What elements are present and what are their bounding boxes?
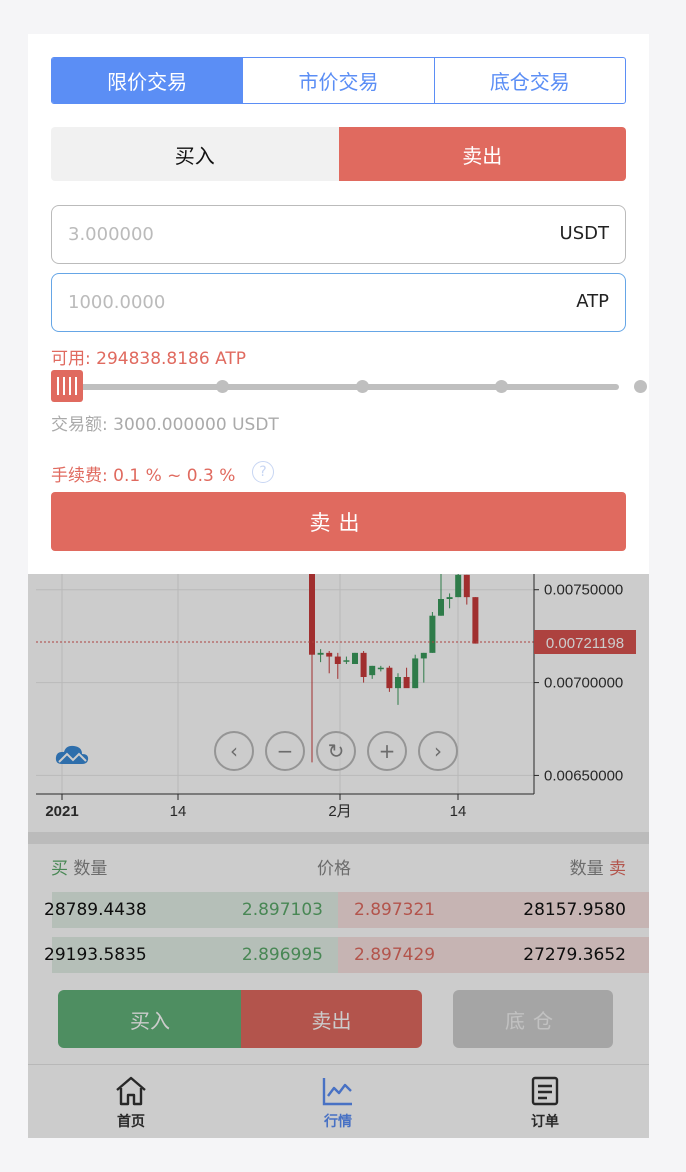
slider-handle[interactable] — [51, 370, 83, 402]
tab-bar: 首页 行情 订单 — [28, 1064, 649, 1138]
bid-price: 2.896995 — [241, 945, 323, 965]
candle-body — [429, 615, 436, 653]
candle-body — [446, 597, 453, 599]
bottom-position-button[interactable]: 底仓 — [453, 990, 613, 1048]
candle-body — [317, 652, 324, 655]
chart-prev-button[interactable]: ‹ — [214, 731, 254, 771]
qty-field: ATP — [51, 273, 626, 332]
candle-body — [377, 667, 384, 670]
side-sell-button[interactable]: 卖出 — [338, 127, 626, 181]
order-type-segment: 限价交易 市价交易 底仓交易 — [51, 57, 626, 104]
qty-input[interactable] — [68, 274, 508, 330]
price-input[interactable] — [68, 206, 508, 262]
slider-stop-100[interactable] — [634, 380, 647, 393]
chart-reset-button[interactable]: ↻ — [316, 731, 356, 771]
kline-svg: 0.00750000 0.00700000 0.00650000 0.0072119… — [36, 534, 636, 820]
candle-body — [455, 574, 462, 598]
bottom-buy-button[interactable]: 买入 — [58, 990, 242, 1048]
chart-zoom-out-button[interactable]: − — [265, 731, 305, 771]
slider-stop-75[interactable] — [495, 380, 508, 393]
bottom-actions: 买入 卖出 底仓 — [28, 974, 649, 1064]
tab-home-label: 首页 — [117, 1114, 145, 1130]
order-icon — [531, 1076, 559, 1106]
current-price-label: 0.00721198 — [546, 635, 624, 652]
tab-orders-label: 订单 — [531, 1114, 559, 1130]
x-tick-label: 14 — [450, 803, 467, 820]
qty-head-right: 数量 — [569, 859, 604, 879]
phone-screen: 0.00750000 0.00700000 0.00650000 0.0072119… — [28, 34, 649, 1138]
y-tick-label: 0.00700000 — [544, 675, 623, 692]
candle-body — [420, 652, 427, 659]
candle-body — [472, 597, 479, 644]
candle-body — [403, 677, 410, 689]
candle-body — [412, 658, 419, 689]
x-tick-label: 2021 — [45, 803, 78, 820]
order-book-header: 买 数量 价格 数量 卖 — [28, 854, 649, 884]
ask-depth-bar — [338, 892, 649, 928]
bid-depth-bar — [52, 892, 338, 928]
tab-position-order[interactable]: 底仓交易 — [433, 58, 625, 103]
sell-head-label: 卖 — [609, 859, 626, 879]
home-icon — [116, 1076, 146, 1106]
trade-panel: 限价交易 市价交易 底仓交易 买入 卖出 USDT ATP 可用: 294838… — [28, 34, 649, 574]
candle-body — [395, 677, 401, 689]
help-icon[interactable]: ? — [252, 461, 274, 483]
price-tag-bg — [534, 630, 636, 654]
slider-stop-50[interactable] — [356, 380, 369, 393]
chart-next-button[interactable]: › — [418, 731, 458, 771]
fee-text: 手续费: 0.1 % ~ 0.3 % — [51, 466, 236, 486]
tab-market[interactable]: 行情 — [288, 1075, 388, 1131]
candle-body — [463, 574, 470, 598]
price-head: 价格 — [317, 859, 351, 879]
x-tick-label: 2月 — [328, 803, 351, 820]
buy-head-label: 买 — [51, 859, 68, 879]
tab-home[interactable]: 首页 — [81, 1075, 181, 1131]
ask-qty: 28157.9580 — [523, 900, 626, 920]
bid-price: 2.897103 — [241, 900, 323, 920]
x-tick-label: 14 — [170, 803, 187, 820]
bid-qty: 29193.5835 — [44, 945, 147, 965]
ask-price: 2.897321 — [354, 900, 436, 920]
bid-qty: 28789.4438 — [44, 900, 147, 920]
trade-amount: 交易额: 3000.000000 USDT — [51, 415, 279, 435]
y-tick-label: 0.00750000 — [544, 582, 623, 599]
side-buy-button[interactable]: 买入 — [51, 127, 339, 181]
candle-body — [343, 660, 350, 662]
order-book-row[interactable]: 29193.5835 2.896995 2.897429 27279.3652 — [28, 937, 649, 973]
slider-stop-25[interactable] — [216, 380, 229, 393]
chart-zoom-in-button[interactable]: + — [367, 731, 407, 771]
tab-market-order[interactable]: 市价交易 — [242, 58, 433, 103]
price-field: USDT — [51, 205, 626, 264]
candle-body — [352, 652, 358, 664]
price-unit: USDT — [559, 223, 609, 244]
bottom-sell-button[interactable]: 卖出 — [241, 990, 422, 1048]
candle-body — [360, 652, 367, 677]
available-balance: 可用: 294838.8186 ATP — [51, 349, 247, 369]
amount-slider[interactable] — [51, 370, 647, 404]
qty-head-left: 数量 — [73, 859, 108, 879]
candle-body — [334, 656, 341, 664]
tab-limit-order[interactable]: 限价交易 — [52, 58, 243, 103]
section-divider — [28, 832, 649, 844]
tab-market-label: 行情 — [324, 1114, 352, 1130]
slider-track[interactable] — [71, 384, 619, 390]
bid-depth-bar — [52, 937, 338, 973]
candle-body — [438, 599, 444, 616]
tab-orders[interactable]: 订单 — [495, 1075, 595, 1131]
kline-chart[interactable]: 0.00750000 0.00700000 0.00650000 0.0072119… — [28, 534, 649, 834]
y-tick-label: 0.00650000 — [544, 767, 623, 784]
side-toggle: 买入 卖出 — [51, 127, 626, 181]
candle-body — [369, 665, 376, 676]
candle-body — [386, 667, 393, 689]
candle-body — [309, 561, 315, 655]
ask-depth-bar — [338, 937, 649, 973]
ask-qty: 27279.3652 — [523, 945, 626, 965]
submit-sell-button[interactable]: 卖出 — [51, 492, 626, 551]
order-book-row[interactable]: 28789.4438 2.897103 2.897321 28157.9580 — [28, 892, 649, 928]
ask-price: 2.897429 — [354, 945, 436, 965]
candle-body — [326, 652, 333, 657]
qty-unit: ATP — [576, 291, 609, 312]
chart-icon — [322, 1078, 352, 1106]
